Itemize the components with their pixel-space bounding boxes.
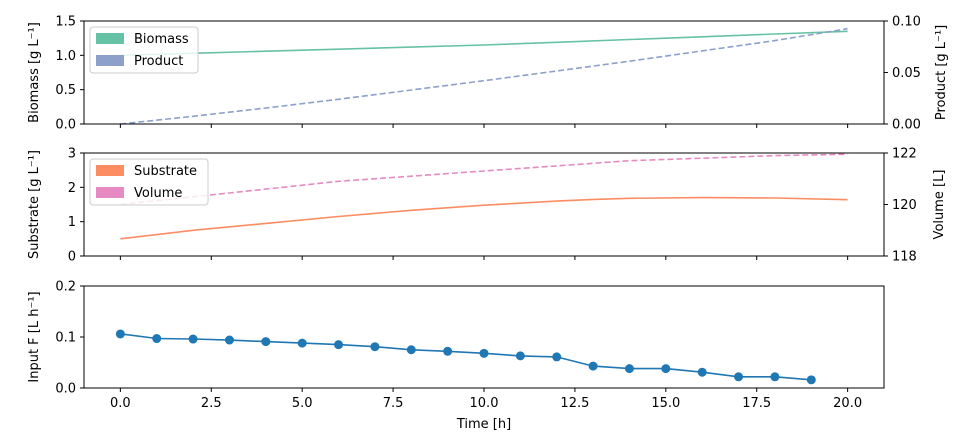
y-tick-label-left: 1 xyxy=(68,215,76,230)
legend-label-substrate: Substrate xyxy=(134,164,197,179)
panel-1-legend: Biomass Product xyxy=(89,26,199,74)
series-point-input-f xyxy=(224,335,234,345)
x-tick-label: 10.0 xyxy=(470,396,499,411)
series-point-input-f xyxy=(479,348,489,358)
series-point-input-f xyxy=(552,352,562,362)
series-point-input-f xyxy=(661,364,671,374)
x-tick-label: 12.5 xyxy=(560,396,589,411)
y-tick-label-right: 0.00 xyxy=(892,118,921,133)
series-point-input-f xyxy=(152,334,162,344)
panel-2-series xyxy=(120,153,848,240)
x-tick-label: 5.0 xyxy=(292,396,313,411)
panel-2-ylabel-right: Volume [L] xyxy=(932,170,947,240)
series-point-input-f xyxy=(370,342,380,352)
y-tick-label-right: 122 xyxy=(892,147,917,162)
y-tick-label-left: 0.1 xyxy=(55,331,76,346)
y-tick-label-right: 0.10 xyxy=(892,15,921,30)
series-point-input-f xyxy=(261,337,271,347)
panel-1-ticks: 0.0 0.5 1.0 1.5 0.00 0.05 0.10 xyxy=(55,15,921,133)
y-tick-label-left: 0.0 xyxy=(55,118,76,133)
series-line-product xyxy=(120,27,848,125)
series-point-input-f xyxy=(624,364,634,374)
legend-swatch-volume xyxy=(96,187,124,198)
y-tick-label-left: 2 xyxy=(68,181,76,196)
y-tick-label-left: 3 xyxy=(68,147,76,162)
y-tick-label-left: 0.5 xyxy=(55,83,76,98)
x-tick-label: 7.5 xyxy=(383,396,404,411)
panel-2-ticks: 0 1 2 3 118 120 122 xyxy=(68,147,917,265)
x-axis-label: Time [h] xyxy=(456,417,511,432)
panel-1-ylabel-right: Product [g L⁻¹] xyxy=(934,25,949,120)
series-point-input-f xyxy=(697,367,707,377)
series-point-input-f xyxy=(443,346,453,356)
y-tick-label-left: 1.5 xyxy=(55,15,76,30)
series-point-input-f xyxy=(770,372,780,382)
panel-1-series xyxy=(120,27,848,125)
series-point-input-f xyxy=(734,372,744,382)
panel-1-ylabel-left: Biomass [g L⁻¹] xyxy=(27,22,42,123)
panel-2-ylabel-left: Substrate [g L⁻¹] xyxy=(27,150,42,259)
panel-substrate-volume: 0 1 2 3 118 120 122 Substrate [g L⁻¹] Volume [… xyxy=(27,147,947,265)
x-tick-label: 17.5 xyxy=(742,396,771,411)
series-line-input-f xyxy=(120,333,812,381)
x-tick-label: 2.5 xyxy=(201,396,222,411)
panel-2-legend: Substrate Volume xyxy=(89,158,209,206)
legend-swatch-substrate xyxy=(96,165,124,176)
panel-3-ylabel-left: Input F [L h⁻¹] xyxy=(27,291,42,382)
y-tick-label-right: 0.05 xyxy=(892,66,921,81)
series-point-input-f xyxy=(334,340,344,350)
series-point-input-f xyxy=(297,338,307,348)
series-point-input-f xyxy=(515,351,525,361)
legend-label-product: Product xyxy=(134,54,183,69)
legend-swatch-product xyxy=(96,55,124,66)
panel-3-series xyxy=(115,329,816,385)
y-tick-label-left: 0.2 xyxy=(55,280,76,295)
x-tick-label: 20.0 xyxy=(833,396,862,411)
series-point-input-f xyxy=(588,361,598,371)
y-tick-label-left: 0 xyxy=(68,250,76,265)
legend-label-volume: Volume xyxy=(134,186,182,201)
panel-input-f: 0.0 2.5 5.0 7.5 10.0 12.5 15.0 17.5 20.0 0.0 0.1 0.… xyxy=(27,280,885,432)
y-tick-label-left: 0.0 xyxy=(55,382,76,397)
series-line-substrate xyxy=(120,196,848,240)
y-tick-label-right: 120 xyxy=(892,198,917,213)
legend-label-biomass: Biomass xyxy=(134,32,189,47)
y-tick-label-right: 118 xyxy=(892,250,917,265)
series-point-input-f xyxy=(406,345,416,355)
series-line-biomass xyxy=(120,30,848,57)
series-line-volume xyxy=(120,153,848,206)
legend-swatch-biomass xyxy=(96,33,124,44)
series-point-input-f xyxy=(115,329,125,339)
y-tick-label-left: 1.0 xyxy=(55,49,76,64)
series-point-input-f xyxy=(188,334,198,344)
panel-biomass-product: 0.0 0.5 1.0 1.5 0.00 0.05 0.10 Biomass [g L⁻¹]… xyxy=(27,15,949,133)
series-point-input-f xyxy=(806,375,816,385)
x-tick-label: 15.0 xyxy=(651,396,680,411)
x-tick-label: 0.0 xyxy=(110,396,131,411)
panel-3-ticks: 0.0 2.5 5.0 7.5 10.0 12.5 15.0 17.5 20.0 0.0 0.1 0.… xyxy=(55,280,862,412)
